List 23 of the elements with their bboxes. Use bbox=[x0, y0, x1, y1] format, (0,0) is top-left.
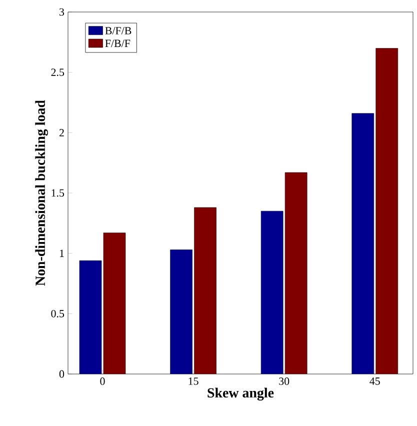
bar bbox=[376, 48, 398, 374]
x-axis-title: Skew angle bbox=[208, 388, 274, 401]
y-tick-label: 0.5 bbox=[51, 310, 64, 318]
y-tick-label: 2.5 bbox=[51, 68, 64, 76]
x-tick-label: 45 bbox=[370, 378, 380, 385]
bar bbox=[260, 210, 284, 374]
y-tick-label: 1 bbox=[60, 250, 64, 257]
y-tick-label: 2 bbox=[59, 129, 64, 136]
legend-label: F/B/F bbox=[105, 40, 130, 48]
y-tick-label: 0 bbox=[59, 370, 64, 378]
legend-label: B/F/B bbox=[105, 27, 132, 34]
bar bbox=[79, 260, 102, 374]
bar bbox=[103, 232, 126, 374]
bar bbox=[170, 250, 192, 374]
bar bbox=[284, 172, 308, 374]
x-tick-label: 0 bbox=[100, 378, 105, 385]
x-tick-label: 15 bbox=[188, 378, 198, 385]
y-axis-title: Non-dimensional buckling load bbox=[35, 100, 48, 286]
bar bbox=[194, 207, 216, 374]
y-tick-label: 1.5 bbox=[52, 189, 64, 197]
bar bbox=[352, 113, 374, 374]
y-tick-label: 3 bbox=[60, 8, 64, 16]
x-tick-label: 30 bbox=[279, 378, 290, 385]
